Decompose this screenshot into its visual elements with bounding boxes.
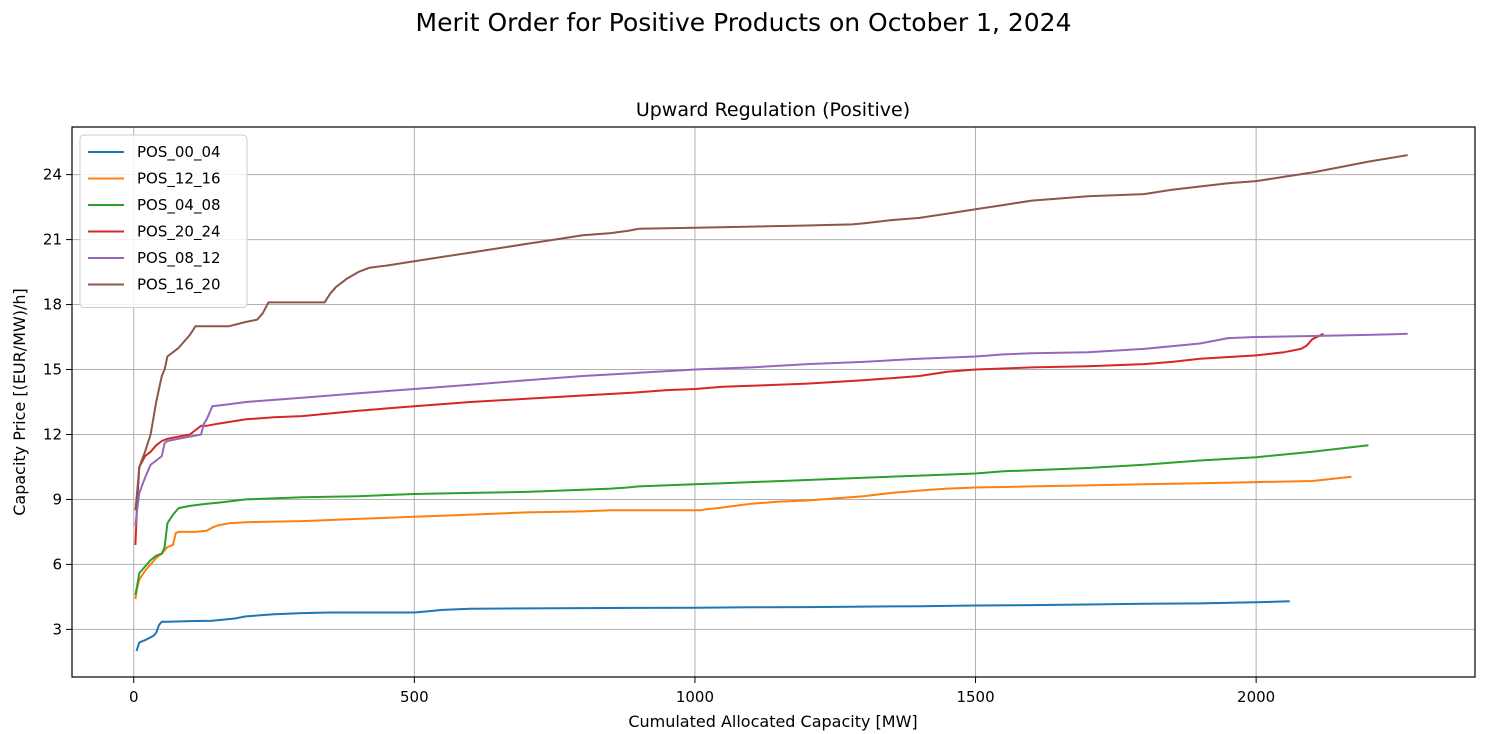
legend-label: POS_12_16: [137, 170, 221, 189]
y-tick-label: 12: [43, 425, 62, 443]
legend-label: POS_04_08: [137, 196, 221, 215]
plot-lines: [134, 154, 1408, 652]
x-tick-label: 1500: [956, 688, 994, 706]
x-tick-label: 0: [129, 688, 139, 706]
x-axis-ticks: 0 500 1000 1500 2000: [129, 677, 1275, 706]
plot-frame: [71, 126, 1476, 678]
legend-label: POS_00_04: [137, 143, 221, 162]
y-tick-label: 9: [52, 490, 62, 508]
y-tick-label: 3: [52, 620, 62, 638]
y-tick-label: 15: [43, 361, 62, 379]
series-line-pos-04-08: [134, 444, 1369, 595]
y-tick-label: 24: [43, 166, 62, 184]
figure-suptitle: Merit Order for Positive Products on Oct…: [415, 8, 1072, 37]
y-axis-ticks: 3 6 9 12 15 18 21 24: [43, 166, 72, 638]
legend: POS_00_04 POS_12_16 POS_04_08 POS_20_24 POS_…: [79, 134, 248, 308]
x-axis-label: Cumulated Allocated Capacity [MW]: [628, 712, 917, 731]
series-line-pos-12-16: [134, 475, 1352, 600]
legend-label: POS_20_24: [137, 223, 221, 242]
x-tick-label: 1000: [676, 688, 714, 706]
x-tick-label: 2000: [1237, 688, 1275, 706]
series-line-pos-16-20: [134, 154, 1408, 511]
y-tick-label: 21: [43, 231, 62, 249]
series-line-pos-08-12: [134, 332, 1408, 526]
chart-title: Upward Regulation (Positive): [636, 99, 910, 121]
legend-label: POS_16_20: [137, 276, 221, 295]
legend-label: POS_08_12: [137, 249, 221, 268]
grid-lines: [72, 127, 1475, 677]
series-line-pos-20-24: [134, 332, 1324, 545]
y-tick-label: 18: [43, 296, 62, 314]
x-tick-label: 500: [400, 688, 429, 706]
series-line-pos-00-04: [135, 600, 1290, 652]
y-tick-label: 6: [52, 555, 62, 573]
y-axis-label: Capacity Price [(EUR/MW)/h]: [10, 288, 29, 516]
